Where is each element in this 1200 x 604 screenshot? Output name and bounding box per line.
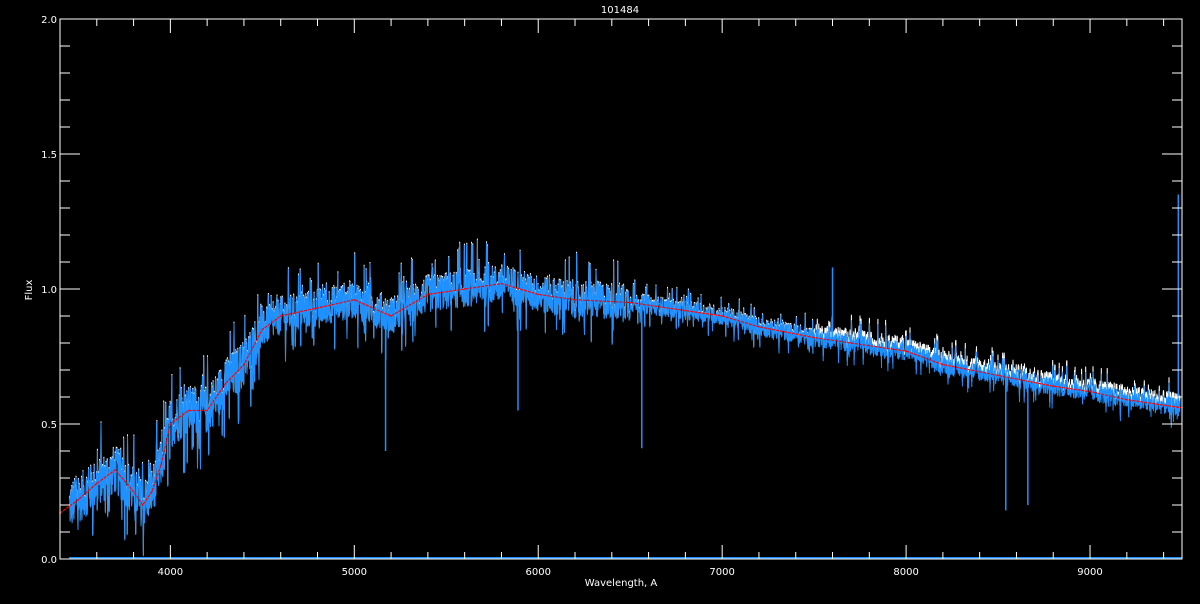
continuum-point: [997, 374, 999, 377]
axes: 4000 5000 6000 7000 8000 9000 0.0 0.5 1.0 1.5 2.0: [41, 15, 1183, 578]
x-tick-label: 7000: [709, 567, 734, 578]
x-tick-label: 9000: [1077, 567, 1102, 578]
y-tick-label: 1.0: [41, 285, 57, 296]
continuum-point: [1052, 385, 1055, 388]
x-tick-label: 4000: [158, 567, 183, 578]
y-tick-label: 0.0: [41, 555, 57, 566]
continuum-point: [187, 409, 190, 412]
continuum-point: [141, 504, 144, 506]
continuum-point: [243, 363, 245, 366]
continuum-point: [537, 293, 540, 296]
continuum-point: [1089, 390, 1091, 393]
continuum-point: [574, 299, 576, 301]
smoothed-continuum-line: [59, 282, 1183, 514]
continuum-point: [463, 288, 466, 290]
continuum-point: [261, 328, 264, 331]
continuum-point: [77, 498, 80, 501]
continuum-point: [95, 482, 98, 485]
continuum-point: [942, 363, 944, 366]
continuum-point: [353, 299, 356, 301]
continuum-point: [160, 463, 162, 466]
continuum-point: [206, 409, 208, 412]
continuum-point: [132, 490, 135, 493]
chart-title: 101484: [601, 5, 639, 16]
continuum-point: [850, 342, 852, 344]
continuum-point: [427, 293, 429, 296]
continuum-point: [279, 315, 282, 317]
continuum-point: [114, 469, 116, 471]
continuum-point: [758, 326, 760, 328]
continuum-point: [1126, 398, 1128, 401]
continuum-point: [390, 315, 392, 317]
continuum-point: [169, 423, 172, 425]
plot-area: [59, 194, 1183, 559]
continuum-point: [813, 336, 815, 339]
x-tick-label: 5000: [342, 567, 367, 578]
continuum-point: [316, 307, 319, 309]
y-axis-label: Flux: [24, 280, 35, 301]
x-tick-label: 6000: [526, 567, 551, 578]
continuum-point: [905, 350, 907, 352]
continuum-point: [721, 315, 723, 317]
y-tick-label: 2.0: [41, 15, 57, 26]
x-tick-label: 8000: [893, 567, 918, 578]
continuum-point: [500, 282, 503, 285]
continuum-point: [629, 301, 631, 304]
observed-spectrum-line: [68, 239, 1181, 557]
continuum-point: [684, 309, 687, 312]
continuum-point: [224, 382, 227, 385]
y-tick-label: 1.5: [41, 150, 57, 161]
y-tick-label: 0.5: [41, 420, 57, 431]
x-axis-label: Wavelength, A: [585, 578, 658, 589]
continuum-point: [151, 490, 153, 493]
underlying-spectrum-line: [68, 238, 1181, 556]
